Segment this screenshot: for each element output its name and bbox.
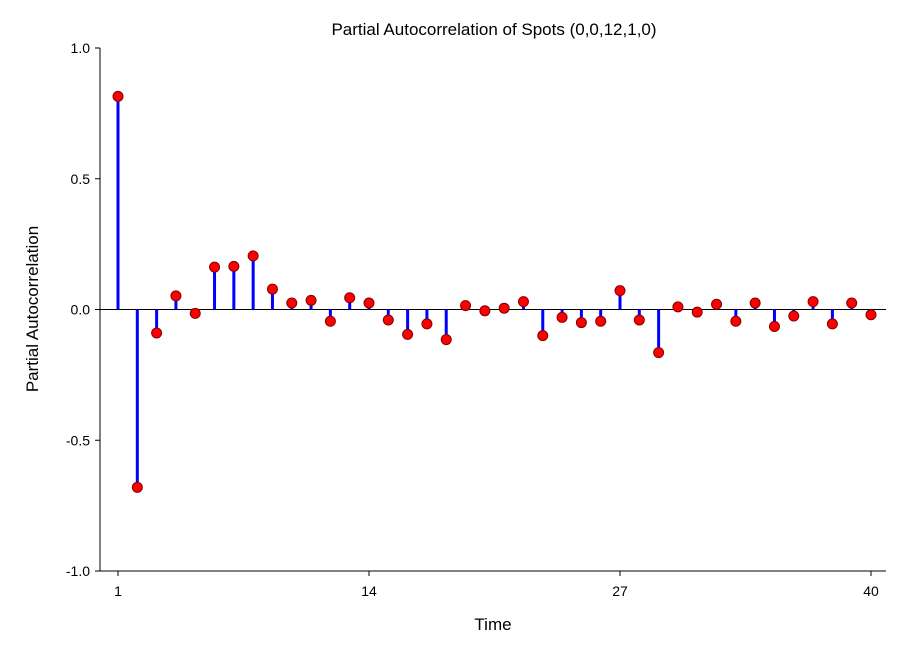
data-point [653,347,665,359]
data-point [730,315,742,327]
data-point [711,298,723,310]
data-point [286,297,298,309]
data-point [614,285,626,297]
data-point [440,334,452,346]
data-point [324,315,336,327]
data-point [344,292,356,304]
data-point [807,296,819,308]
data-point [633,314,645,326]
data-point [826,318,838,330]
data-point [402,328,414,340]
data-point [228,260,240,272]
y-tick-label: 0.0 [71,302,91,318]
data-point [556,311,568,323]
data-point [170,290,182,302]
data-point [305,294,317,306]
stems [116,96,873,488]
data-point [749,297,761,309]
markers [112,90,877,493]
data-point [421,318,433,330]
x-tick-label: 40 [863,583,879,599]
data-point [788,310,800,322]
data-point [537,330,549,342]
x-tick-label: 14 [361,583,377,599]
y-tick-label: -0.5 [66,432,90,448]
data-point [112,90,124,102]
data-point [189,307,201,319]
data-point [768,320,780,332]
data-point [479,305,491,317]
data-point [266,283,278,295]
x-axis-label: Time [474,615,511,634]
data-point [865,309,877,321]
data-point [575,317,587,329]
y-tick-label: -1.0 [66,563,90,579]
data-point [460,300,472,312]
y-tick-label: 1.0 [71,40,91,56]
chart-title: Partial Autocorrelation of Spots (0,0,12… [331,20,656,39]
data-point [382,314,394,326]
x-tick-label: 27 [612,583,628,599]
data-point [151,327,163,339]
y-axis: -1.0 -0.5 0.0 0.5 1.0 [66,40,101,579]
data-point [517,296,529,308]
y-tick-label: 0.5 [71,171,91,187]
data-point [498,302,510,314]
data-point [595,315,607,327]
data-point [247,250,259,262]
data-point [131,481,143,493]
x-axis: 1 14 27 40 [100,570,886,599]
data-point [209,261,221,273]
data-point [691,306,703,318]
data-point [846,297,858,309]
x-tick-label: 1 [114,583,122,599]
y-axis-label: Partial Autocorrelation [23,226,42,392]
data-point [363,297,375,309]
data-point [672,301,684,313]
